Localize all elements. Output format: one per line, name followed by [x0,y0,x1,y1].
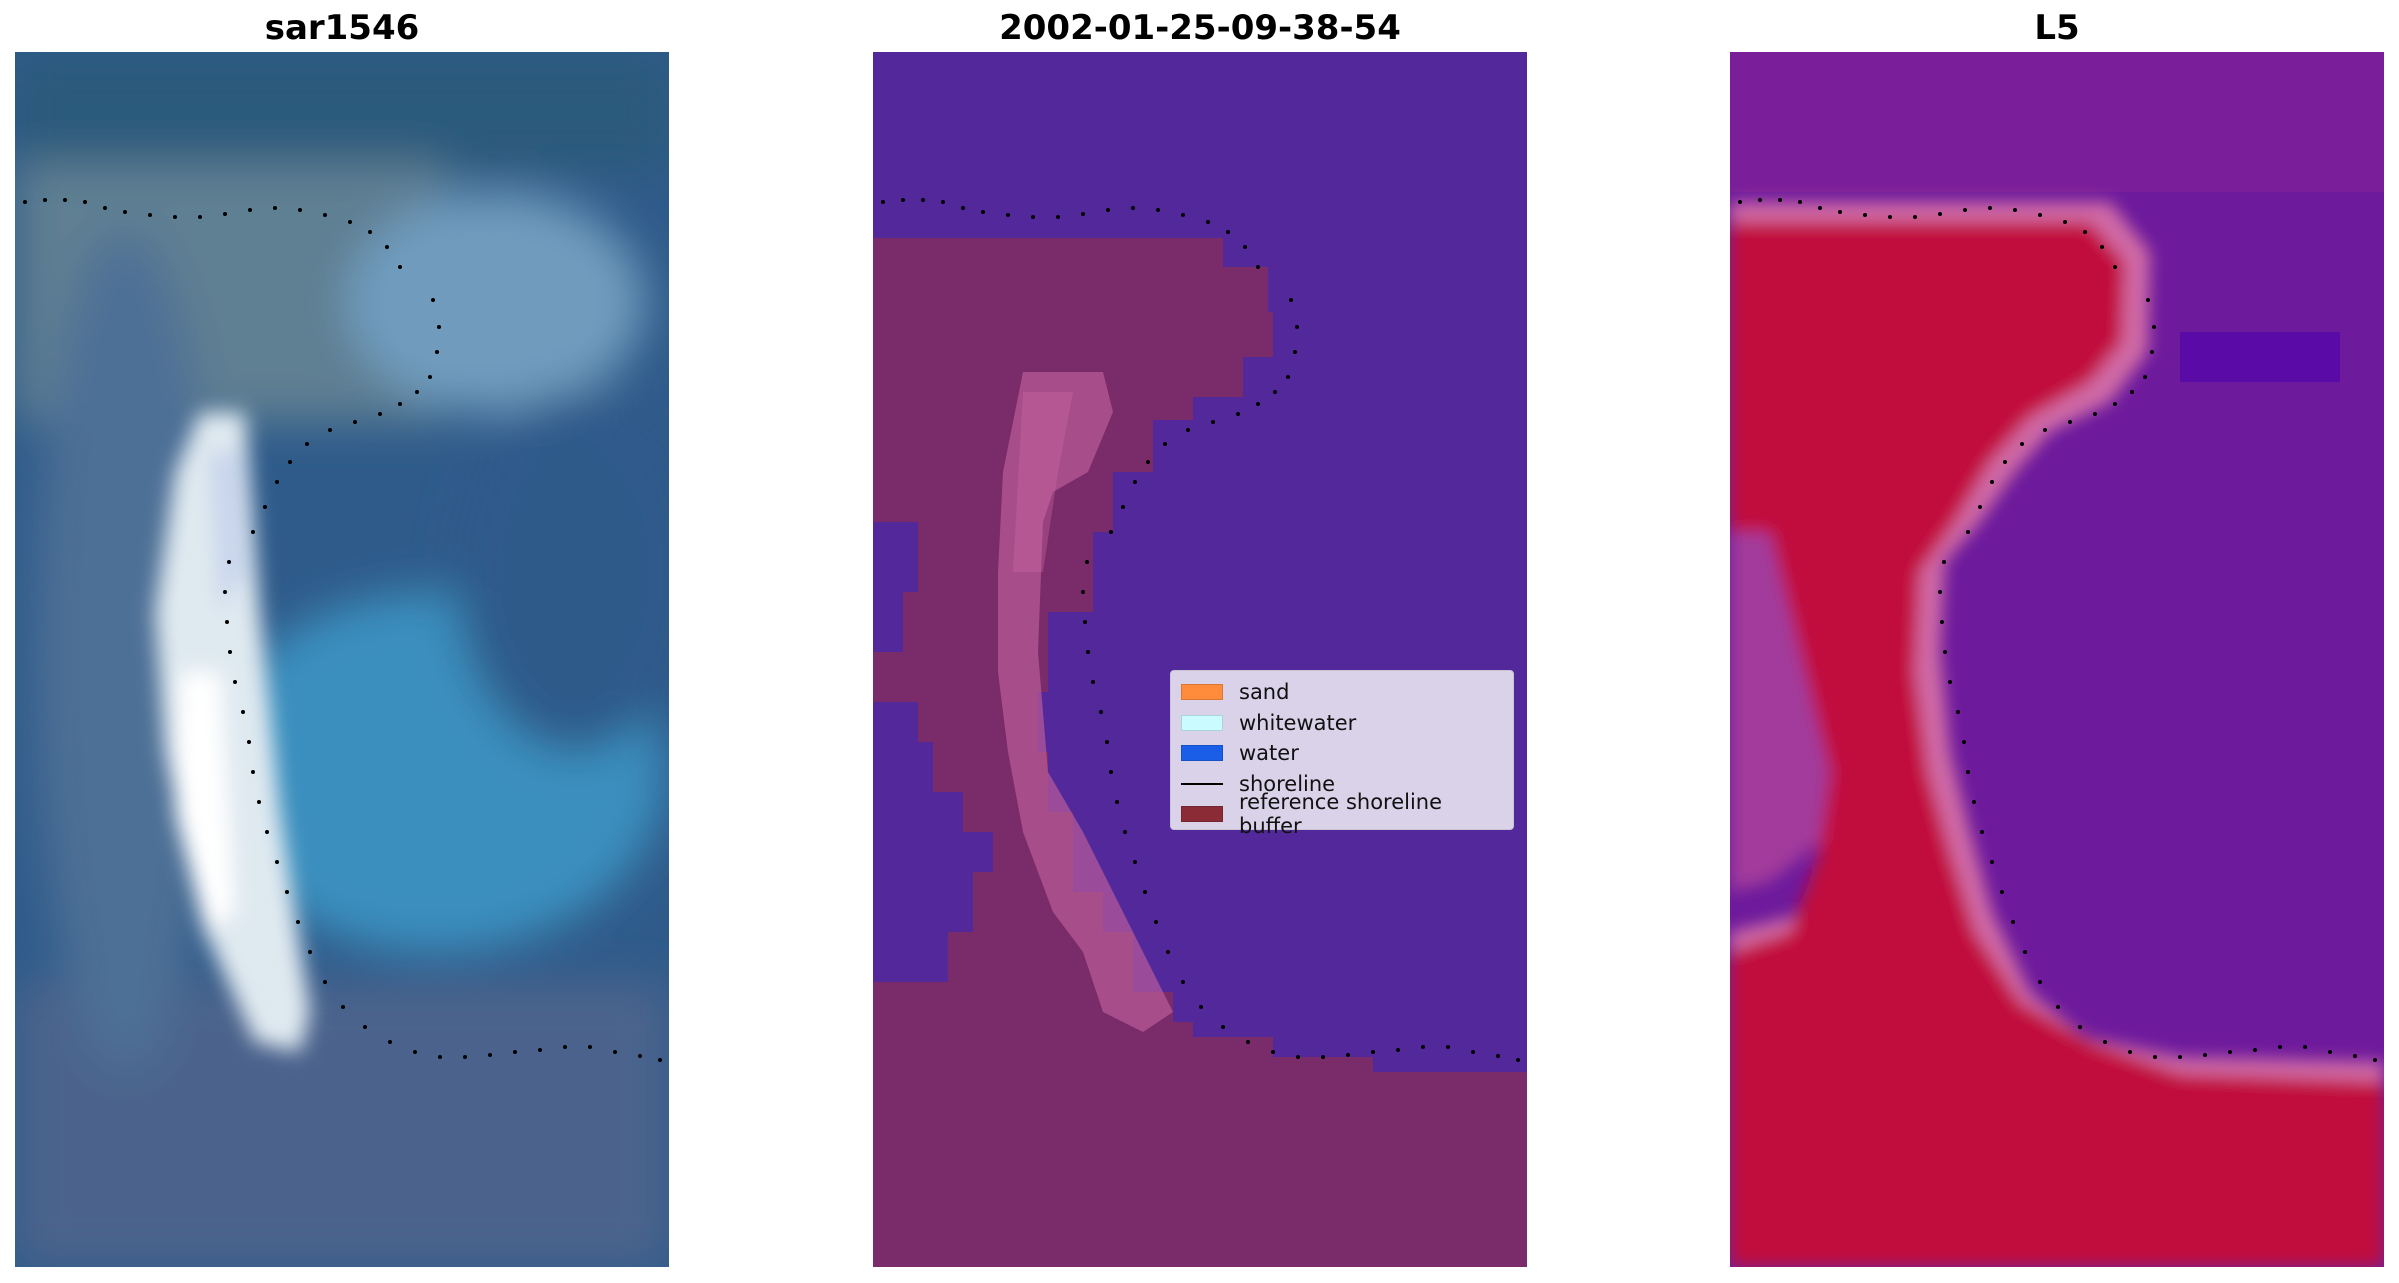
legend-item-whitewater: whitewater [1181,708,1503,739]
shoreline-dots [1738,198,2377,1062]
panel-title: sar1546 [264,8,420,48]
rgb-image [15,52,669,1267]
index-image [1730,52,2384,1267]
legend-item-water: water [1181,738,1503,769]
panel-index: L5 [1730,0,2384,1283]
legend-label: sand [1239,680,1290,705]
legend-label: whitewater [1239,710,1357,735]
panel-title: L5 [2034,8,2080,48]
legend-label: reference shoreline buffer [1239,790,1443,839]
buffer-swatch [1181,806,1223,823]
panel-classified: 2002-01-25-09-38-54 [873,0,1527,1283]
panel-title: 2002-01-25-09-38-54 [999,8,1401,48]
legend: sand whitewater water shoreline referenc… [1170,670,1514,838]
shoreline-line-swatch [1181,782,1223,785]
shoreline-dots [23,198,662,1062]
sand-swatch [1181,684,1223,701]
panel-rgb: sar1546 [15,0,669,1283]
legend-item-sand: sand [1181,677,1503,708]
legend-label: shoreline [1239,771,1336,796]
classified-image [873,52,1527,1267]
legend-label: water [1239,741,1299,766]
whitewater-swatch [1181,714,1223,731]
legend-item-shoreline: shoreline [1181,769,1503,800]
water-swatch [1181,745,1223,762]
shoreline-dots [881,198,1520,1062]
legend-item-reference-shoreline-buffer: reference shoreline buffer [1181,790,1503,838]
